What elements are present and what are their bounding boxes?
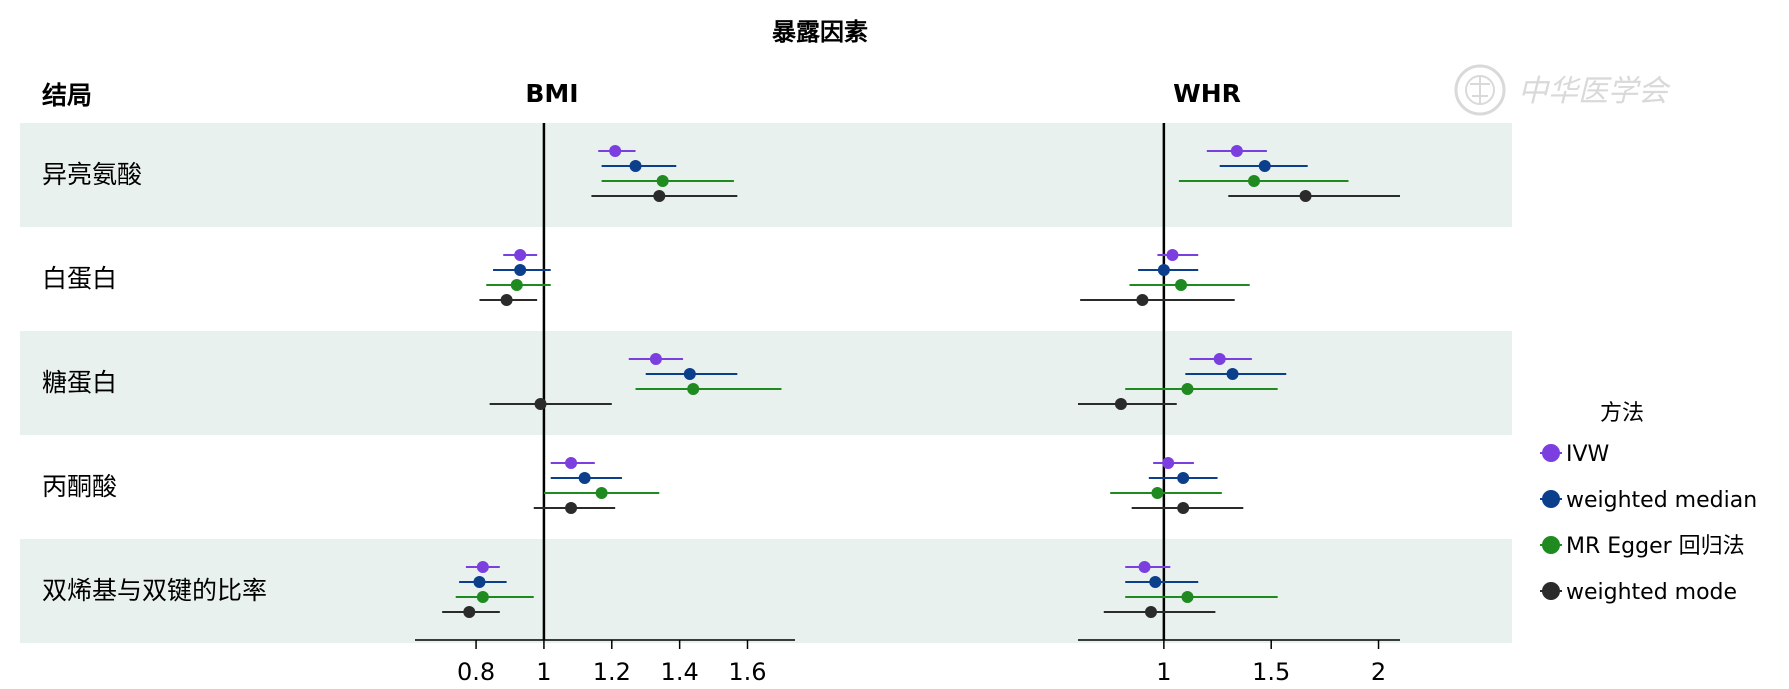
estimate-point <box>649 353 662 365</box>
legend-swatch-point <box>1542 582 1560 600</box>
estimate-point <box>656 175 669 187</box>
x-tick-label: 1.6 <box>728 658 766 686</box>
x-tick-label: 1 <box>1156 658 1171 686</box>
estimate-point <box>1248 175 1261 187</box>
estimate-point <box>1149 576 1162 588</box>
estimate-point <box>476 561 489 573</box>
estimate-point <box>565 457 578 469</box>
x-tick-label: 1.4 <box>661 658 699 686</box>
x-tick-label: 1.2 <box>593 658 631 686</box>
estimate-point <box>609 145 622 157</box>
estimate-point <box>565 502 578 514</box>
estimate-point <box>463 606 476 618</box>
estimate-point <box>1175 279 1188 291</box>
estimate-point <box>595 487 608 499</box>
estimate-point <box>473 576 486 588</box>
row-header: 结局 <box>42 81 92 110</box>
estimate-point <box>687 383 700 395</box>
estimate-point <box>1144 606 1157 618</box>
estimate-point <box>1162 457 1175 469</box>
estimate-point <box>1114 398 1127 410</box>
chart-title: 暴露因素 <box>772 18 868 46</box>
watermark-seal <box>1454 64 1506 116</box>
estimate-point <box>1138 561 1151 573</box>
outcome-label: 糖蛋白 <box>42 368 117 397</box>
legend-swatch-point <box>1542 490 1560 508</box>
panel-title-bmi: BMI <box>525 79 578 108</box>
legend-entry: weighted median <box>1566 488 1757 513</box>
estimate-point <box>653 190 666 202</box>
estimate-point <box>1177 472 1190 484</box>
estimate-point <box>1258 160 1271 172</box>
legend-swatch-point <box>1542 536 1560 554</box>
row-band <box>20 331 1512 435</box>
estimate-point <box>1166 249 1179 261</box>
outcome-label: 异亮氨酸 <box>42 160 142 189</box>
estimate-point <box>683 368 696 380</box>
estimate-point <box>1299 190 1312 202</box>
x-tick-label: 0.8 <box>457 658 495 686</box>
legend-swatch-point <box>1542 444 1560 462</box>
estimate-point <box>510 279 523 291</box>
estimate-point <box>514 264 527 276</box>
estimate-point <box>1136 294 1149 306</box>
legend-entry: IVW <box>1566 442 1610 467</box>
estimate-point <box>1177 502 1190 514</box>
x-tick-label: 2 <box>1371 658 1386 686</box>
estimate-point <box>514 249 527 261</box>
estimate-point <box>1230 145 1243 157</box>
legend-title: 方法 <box>1600 401 1644 426</box>
estimate-point <box>1181 591 1194 603</box>
estimate-point <box>500 294 513 306</box>
estimate-point <box>578 472 591 484</box>
watermark-seal-text: 中华医学会 <box>1518 74 1671 109</box>
estimate-point <box>1151 487 1164 499</box>
outcome-label: 白蛋白 <box>42 264 117 293</box>
row-band <box>20 123 1512 227</box>
estimate-point <box>1157 264 1170 276</box>
outcome-label: 双烯基与双键的比率 <box>42 576 267 605</box>
row-band <box>20 539 1512 643</box>
estimate-point <box>1181 383 1194 395</box>
estimate-point <box>1213 353 1226 365</box>
panel-title-whr: WHR <box>1173 79 1241 108</box>
estimate-point <box>629 160 642 172</box>
legend-entry: weighted mode <box>1566 580 1737 605</box>
x-tick-label: 1 <box>536 658 551 686</box>
legend-entry: MR Egger 回归法 <box>1566 534 1745 559</box>
outcome-label: 丙酮酸 <box>42 472 117 501</box>
estimate-point <box>1226 368 1239 380</box>
estimate-point <box>534 398 547 410</box>
x-tick-label: 1.5 <box>1252 658 1290 686</box>
estimate-point <box>476 591 489 603</box>
